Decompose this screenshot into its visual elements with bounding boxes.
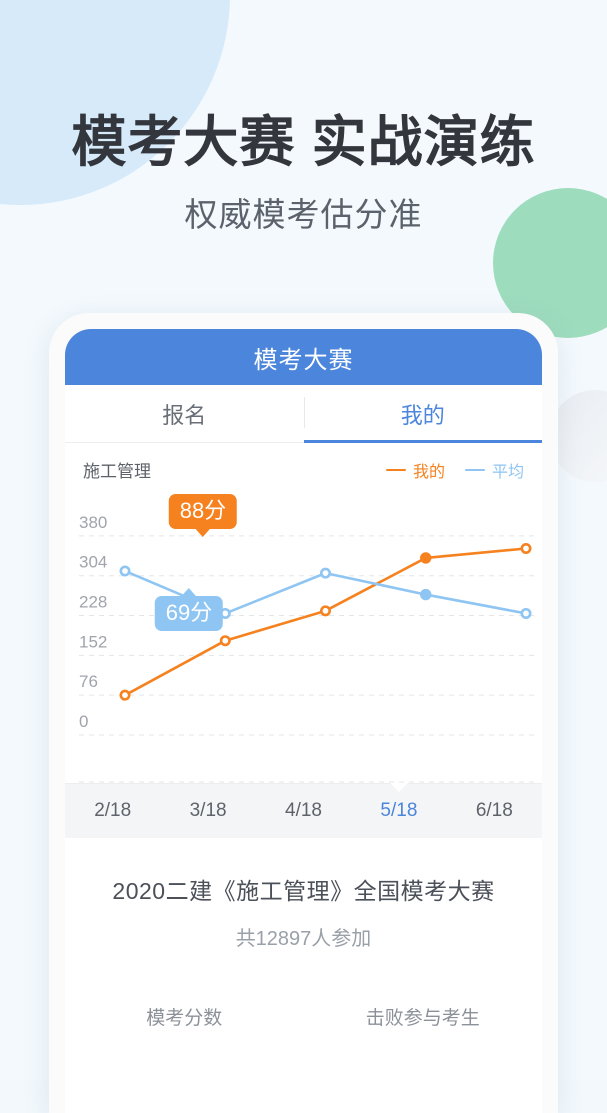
- tooltip-average-score-text: 69分: [165, 600, 213, 625]
- svg-text:152: 152: [79, 632, 107, 651]
- line-chart[interactable]: 380 304 228 152 76 0 88分 69分: [65, 490, 542, 783]
- contest-title: 2020二建《施工管理》全国模考大赛: [112, 878, 495, 904]
- tab-mine[interactable]: 我的: [303, 385, 543, 443]
- hero-subtitle: 权威模考估分准: [184, 195, 423, 233]
- stat-beaten: 击败参与考生: [304, 1003, 543, 1030]
- svg-text:228: 228: [79, 593, 107, 612]
- chart-header: 施工管理 我的 平均: [65, 443, 542, 486]
- legend-line-average-icon: [464, 468, 485, 471]
- stat-score-label: 模考分数: [146, 1008, 223, 1029]
- app-bar-title: 模考大赛: [253, 346, 354, 374]
- tab-signup-label: 报名: [162, 402, 207, 428]
- x-axis-tick-5-18[interactable]: 5/18: [380, 800, 418, 821]
- x-axis-tick-4-18[interactable]: 4/18: [285, 800, 322, 821]
- app-bar: 模考大赛: [65, 329, 542, 385]
- tooltip-average-score: 69分: [154, 588, 224, 631]
- legend-label-mine: 我的: [412, 463, 445, 481]
- legend-item-mine: 我的: [385, 458, 445, 482]
- contest-participants: 共12897人参加: [235, 928, 372, 950]
- tab-bar: 报名 我的: [65, 385, 542, 443]
- legend-item-average: 平均: [464, 458, 524, 482]
- chart-legend: 我的 平均: [385, 458, 524, 482]
- tooltip-mine-score: 88分: [168, 494, 238, 537]
- x-axis-selected-pointer-icon: [389, 783, 408, 792]
- x-axis-tick-2-18[interactable]: 2/18: [94, 800, 132, 821]
- svg-text:0: 0: [79, 712, 88, 731]
- phone-screen: 模考大赛 报名 我的 施工管理 我的 平均: [65, 329, 542, 1113]
- x-axis-tick-3-18[interactable]: 3/18: [189, 800, 227, 821]
- stat-score: 模考分数: [65, 1003, 304, 1030]
- tab-signup[interactable]: 报名: [65, 385, 304, 442]
- chart-gridlines: [79, 535, 538, 783]
- hero-title: 模考大赛 实战演练: [71, 111, 536, 173]
- svg-text:304: 304: [79, 553, 107, 572]
- svg-text:380: 380: [79, 513, 107, 532]
- legend-line-mine-icon: [385, 468, 406, 471]
- tab-mine-label: 我的: [400, 402, 445, 428]
- hero-section: 模考大赛 实战演练 权威模考估分准: [0, 111, 607, 236]
- tooltip-nub-down-icon: [194, 527, 211, 537]
- chart-svg: 380 304 228 152 76 0: [79, 513, 538, 783]
- chart-subject-label: 施工管理: [83, 462, 151, 481]
- legend-label-average: 平均: [491, 463, 524, 481]
- chart-y-axis-labels: 380 304 228 152 76 0: [79, 513, 107, 731]
- chart-x-axis: 2/18 3/18 4/18 5/18 6/18: [65, 783, 542, 838]
- x-axis-tick-6-18[interactable]: 6/18: [475, 800, 513, 821]
- stat-beaten-label: 击败参与考生: [365, 1008, 480, 1029]
- svg-text:76: 76: [79, 672, 98, 691]
- phone-mockup: 模考大赛 报名 我的 施工管理 我的 平均: [49, 313, 558, 1113]
- tooltip-nub-up-icon: [180, 588, 197, 597]
- contest-info-card: 2020二建《施工管理》全国模考大赛 共12897人参加 模考分数 击败参与考生: [65, 838, 542, 1030]
- contest-stats-row: 模考分数 击败参与考生: [65, 1003, 542, 1030]
- tooltip-mine-score-text: 88分: [179, 498, 227, 523]
